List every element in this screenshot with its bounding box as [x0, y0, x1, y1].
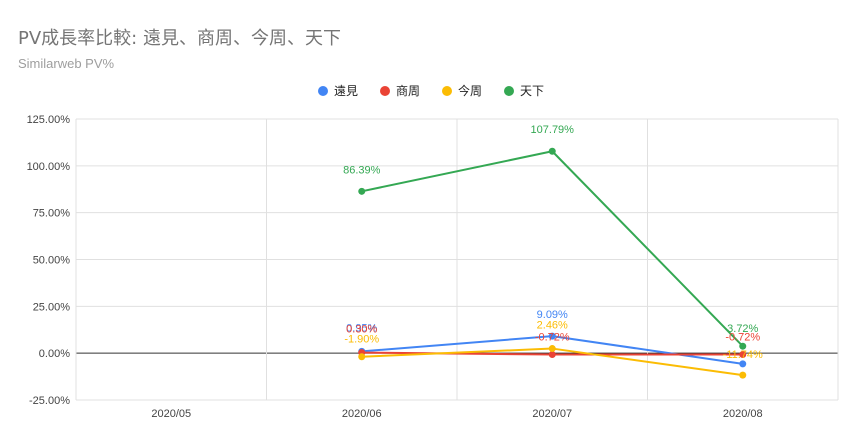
- x-tick-label: 2020/06: [342, 408, 382, 420]
- y-tick-label: 125.00%: [27, 114, 71, 126]
- legend-label-1: 商周: [395, 84, 420, 98]
- y-tick-label: 75.00%: [33, 208, 71, 220]
- data-point-2: [739, 371, 747, 379]
- data-label-0: 9.09%: [537, 309, 568, 321]
- chart-legend: 遠見 商周 今周 天下: [0, 82, 862, 99]
- legend-label-3: 天下: [520, 84, 545, 98]
- y-tick-label: 100.00%: [27, 161, 71, 173]
- chart-subtitle: Similarweb PV%: [18, 56, 115, 71]
- data-point-0: [548, 332, 556, 340]
- data-label-3: 3.72%: [727, 323, 758, 335]
- x-tick-label: 2020/05: [151, 408, 191, 420]
- legend-swatch-0: [317, 85, 328, 96]
- data-point-0: [739, 360, 747, 368]
- data-point-2: [548, 345, 556, 353]
- legend-swatch-3: [504, 85, 515, 96]
- data-label-2: -11.74%: [723, 349, 763, 361]
- chart-title: PV成長率比較: 遠見、商周、今周、天下: [18, 28, 341, 49]
- data-label-1: -0.72%: [535, 332, 570, 344]
- data-point-3: [548, 147, 556, 155]
- data-label-3: 86.39%: [343, 164, 381, 176]
- data-label-3: 107.79%: [531, 124, 575, 136]
- data-label-2: -1.90%: [344, 334, 379, 346]
- legend-swatch-1: [379, 85, 390, 96]
- data-point-1: [739, 351, 747, 359]
- legend-label-2: 今周: [458, 84, 483, 98]
- data-point-1: [548, 351, 556, 359]
- x-tick-label: 2020/07: [532, 408, 572, 420]
- y-tick-label: 25.00%: [33, 301, 71, 313]
- data-label-2: 2.46%: [537, 320, 568, 332]
- data-point-2: [358, 353, 366, 361]
- data-point-3: [739, 342, 747, 350]
- legend-swatch-2: [442, 85, 452, 96]
- data-label-1: -0.72%: [725, 332, 760, 344]
- y-tick-label: 50.00%: [33, 255, 71, 267]
- y-tick-label: -25.00%: [29, 395, 70, 407]
- x-tick-label: 2020/08: [723, 408, 763, 420]
- data-point-3: [358, 187, 366, 195]
- legend-item-0[interactable]: 遠見: [317, 82, 358, 99]
- data-label-0: 0.95%: [346, 322, 377, 334]
- data-label-1: 0.30%: [346, 324, 377, 336]
- legend-label-0: 遠見: [333, 84, 358, 98]
- legend-item-1[interactable]: 商周: [379, 82, 420, 99]
- y-tick-label: 0.00%: [39, 348, 70, 360]
- legend-item-3[interactable]: 天下: [504, 82, 544, 99]
- legend-item-2[interactable]: 今周: [442, 82, 482, 99]
